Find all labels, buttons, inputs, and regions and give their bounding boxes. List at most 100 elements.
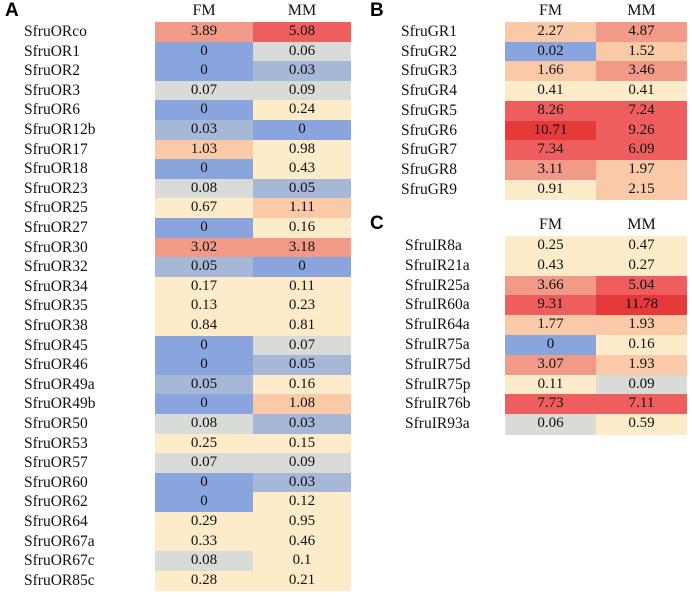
row-label: SfruOR18 — [24, 160, 88, 178]
heatmap-cell: 0 — [155, 492, 253, 513]
column-header: MM — [287, 2, 317, 19]
panel-label: B — [370, 0, 384, 21]
heatmap-cell: 3.18 — [253, 237, 351, 258]
heatmap-cell: 0.08 — [155, 414, 253, 435]
row-label: SfruOR34 — [24, 277, 88, 295]
heatmap-cell: 0 — [155, 100, 253, 121]
heatmap-cell: 5.08 — [253, 22, 351, 43]
heatmap-cell: 0.07 — [253, 335, 351, 356]
heatmap-cell: 1.93 — [596, 315, 687, 336]
heatmap-cell: 3.07 — [505, 354, 596, 376]
heatmap-cell: 0.02 — [505, 41, 596, 62]
heatmap-cell: 0.05 — [253, 355, 351, 376]
heatmap-cell: 0 — [155, 394, 253, 415]
row-label: SfruOR67a — [24, 532, 95, 550]
row-label: SfruIR75d — [405, 355, 471, 373]
heatmap-cell: 10.71 — [505, 120, 596, 141]
row-label: SfruGR4 — [401, 82, 457, 100]
heatmap-cell: 2.15 — [596, 179, 687, 200]
row-label: SfruOR1 — [24, 42, 80, 60]
heatmap-cell: 5.04 — [596, 275, 687, 296]
heatmap-cell: 0.21 — [253, 570, 351, 591]
heatmap-cell: 0.06 — [253, 41, 351, 62]
heatmap-cell: 0.09 — [253, 453, 351, 474]
heatmap-cell: 0.43 — [505, 255, 596, 277]
heatmap-cell: 3.66 — [505, 275, 596, 296]
heatmap-cell: 0.07 — [155, 453, 253, 474]
heatmap-cell: 0 — [505, 335, 596, 356]
heatmap-cell: 11.78 — [596, 295, 687, 316]
row-label: SfruOR17 — [24, 140, 88, 158]
column-header: MM — [627, 2, 656, 19]
heatmap-cell: 7.34 — [505, 140, 596, 161]
heatmap-cell: 0.25 — [155, 433, 253, 454]
row-label: SfruGR7 — [401, 141, 457, 159]
row-label: SfruGR1 — [401, 23, 457, 40]
row-label: SfruOR45 — [24, 336, 88, 354]
row-label: SfruGR3 — [401, 62, 457, 80]
heatmap-cell: 0 — [155, 355, 253, 376]
heatmap-cell: 1.11 — [253, 198, 351, 219]
heatmap-cell: 0.47 — [596, 236, 687, 257]
row-label: SfruOR38 — [24, 317, 88, 334]
row-label: SfruOR49b — [24, 395, 96, 413]
heatmap-cell: 1.97 — [596, 159, 687, 181]
row-label: SfruOR60 — [24, 473, 88, 491]
heatmap-cell: 1.66 — [505, 61, 596, 82]
row-label: SfruGR8 — [401, 160, 457, 178]
heatmap-cell: 0.16 — [596, 335, 687, 356]
column-header: FM — [538, 216, 563, 233]
panel-label: A — [5, 0, 19, 21]
heatmap-cell: 0.43 — [253, 159, 351, 180]
heatmap-cell: 0.15 — [253, 433, 351, 454]
heatmap-cell: 0.03 — [155, 120, 253, 141]
heatmap-cell: 0.23 — [253, 296, 351, 317]
heatmap-cell: 0.29 — [155, 512, 253, 533]
row-label: SfruOR2 — [24, 62, 80, 80]
row-label: SfruOR30 — [24, 238, 88, 256]
row-label: SfruOR62 — [24, 493, 88, 511]
row-label: SfruORco — [24, 23, 87, 40]
row-label: SfruOR57 — [24, 454, 88, 472]
heatmap-cell: 0.03 — [253, 414, 351, 435]
row-label: SfruIR64a — [405, 316, 470, 334]
row-label: SfruOR46 — [24, 356, 88, 374]
row-label: SfruOR25 — [24, 199, 88, 217]
heatmap-cell: 3.02 — [155, 237, 253, 258]
heatmap-cell: 0.13 — [155, 296, 253, 317]
row-label: SfruOR35 — [24, 297, 88, 315]
row-label: SfruOR64 — [24, 513, 88, 530]
heatmap-cell: 0.08 — [155, 551, 253, 572]
heatmap-cell: 0.12 — [253, 492, 351, 513]
heatmap-cell: 0.27 — [596, 255, 687, 277]
heatmap-cell: 0.95 — [253, 512, 351, 533]
heatmap-cell: 0.11 — [505, 374, 596, 395]
heatmap-cell: 0 — [155, 472, 253, 493]
heatmap-cell: 1.52 — [596, 41, 687, 62]
row-label: SfruOR53 — [24, 434, 88, 452]
heatmap-cell: 3.89 — [155, 22, 253, 43]
heatmap-cell: 0.84 — [155, 316, 253, 337]
heatmap-cell: 0 — [155, 218, 253, 239]
column-header: MM — [627, 216, 656, 233]
heatmap-cell: 7.11 — [596, 394, 687, 415]
heatmap-cell: 0.16 — [253, 374, 351, 395]
row-label: SfruOR85c — [24, 571, 95, 589]
heatmap-cell: 2.27 — [505, 22, 596, 43]
row-label: SfruOR23 — [24, 179, 88, 197]
heatmap-cell: 0 — [155, 335, 253, 356]
heatmap-cell: 0.81 — [253, 316, 351, 337]
heatmap-cell: 7.73 — [505, 394, 596, 415]
heatmap-cell: 8.26 — [505, 100, 596, 122]
heatmap-cell: 0.59 — [596, 414, 687, 435]
row-label: SfruOR27 — [24, 219, 88, 236]
column-header: FM — [538, 2, 563, 19]
heatmap-cell: 0.28 — [155, 570, 253, 591]
heatmap-cell: 0.33 — [155, 531, 253, 552]
heatmap-cell: 0.98 — [253, 139, 351, 160]
heatmap-cell: 0.16 — [253, 218, 351, 239]
heatmap-cell: 0.05 — [155, 257, 253, 278]
row-label: SfruOR3 — [24, 81, 80, 99]
row-label: SfruIR75a — [405, 336, 470, 353]
heatmap-cell: 0 — [253, 120, 351, 141]
